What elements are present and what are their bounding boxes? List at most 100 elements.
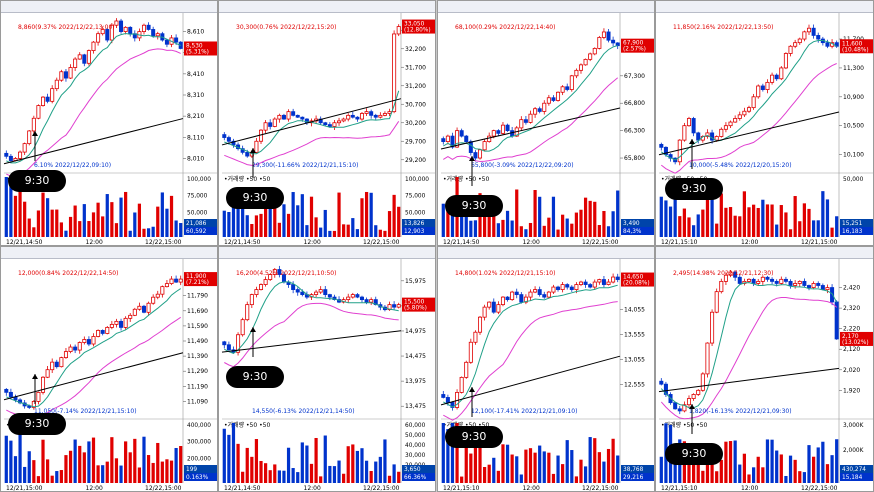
candle[interactable] [226, 137, 231, 142]
candle[interactable] [482, 306, 487, 318]
candle[interactable] [505, 124, 510, 132]
candle[interactable] [770, 278, 775, 282]
candle[interactable] [606, 31, 611, 41]
candle[interactable] [673, 402, 678, 410]
candle[interactable] [268, 122, 273, 127]
candle[interactable] [710, 311, 715, 344]
candle[interactable] [174, 37, 179, 43]
candle[interactable] [677, 408, 682, 412]
candle[interactable] [441, 138, 446, 142]
candle[interactable] [155, 33, 160, 37]
candle[interactable] [382, 113, 387, 116]
candle[interactable] [478, 149, 483, 159]
candle[interactable] [45, 96, 50, 102]
candle[interactable] [77, 342, 82, 351]
candle[interactable] [560, 284, 565, 290]
candle[interactable] [779, 278, 784, 284]
candle[interactable] [231, 140, 236, 146]
candle[interactable] [50, 88, 55, 102]
candle[interactable] [491, 130, 496, 137]
candle[interactable] [249, 294, 254, 306]
candle[interactable] [109, 323, 114, 328]
candle[interactable] [825, 42, 830, 47]
candle[interactable] [263, 122, 268, 131]
candle[interactable] [834, 301, 839, 340]
candle[interactable] [468, 141, 473, 153]
candle[interactable] [459, 130, 464, 137]
candle[interactable] [169, 278, 174, 285]
candle[interactable] [359, 113, 364, 120]
candle[interactable] [574, 69, 579, 77]
candle[interactable] [114, 20, 119, 26]
candle[interactable] [160, 286, 165, 295]
candle[interactable] [686, 118, 692, 127]
candle[interactable] [272, 269, 277, 275]
candle[interactable] [369, 299, 374, 303]
candle[interactable] [542, 294, 547, 298]
candle[interactable] [350, 294, 355, 298]
candle[interactable] [765, 276, 770, 280]
candle[interactable] [760, 276, 765, 282]
candle[interactable] [82, 339, 87, 343]
candle[interactable] [323, 122, 328, 125]
candle[interactable] [91, 41, 96, 51]
candle[interactable] [236, 334, 241, 353]
chart-panel-5[interactable]: •거래량 •50 •5011,79011,69011,59011,49011,3… [0, 246, 218, 492]
candle[interactable] [396, 26, 401, 35]
candle[interactable] [77, 54, 82, 60]
chart-panel-7[interactable]: •거래량 •50 •50 14,055 13,555 13,055 12,555 14,8… [437, 246, 655, 492]
candle[interactable] [105, 327, 110, 334]
candle[interactable] [254, 289, 259, 295]
candle[interactable] [496, 304, 501, 313]
candle[interactable] [793, 283, 798, 286]
candle[interactable] [597, 37, 602, 49]
candle[interactable] [723, 274, 728, 282]
candle[interactable] [8, 155, 13, 161]
candle[interactable] [86, 339, 91, 345]
candle[interactable] [128, 314, 133, 319]
candle[interactable] [245, 151, 250, 157]
candle[interactable] [268, 274, 273, 280]
candle[interactable] [696, 132, 701, 141]
candle[interactable] [677, 139, 682, 163]
candle[interactable] [350, 114, 355, 118]
candle[interactable] [663, 383, 668, 395]
candle[interactable] [327, 294, 332, 298]
candle[interactable] [286, 111, 291, 120]
candle[interactable] [737, 114, 742, 119]
chart-panel-1[interactable]: •거래량 •50 •508,6108,5108,4108,3108,2108,1… [0, 0, 218, 246]
candle[interactable] [300, 116, 305, 120]
candle[interactable] [281, 114, 286, 120]
candle[interactable] [464, 361, 469, 378]
candle[interactable] [59, 357, 64, 368]
candle[interactable] [164, 39, 169, 45]
candle[interactable] [31, 117, 36, 132]
candle[interactable] [533, 289, 538, 293]
candle[interactable] [765, 81, 770, 90]
chart-panel-4[interactable]: •거래량 •50 •5011,70011,30010,90010,50010,1… [655, 0, 874, 246]
candle[interactable] [4, 152, 9, 157]
candle[interactable] [114, 320, 119, 325]
candle[interactable] [392, 33, 397, 113]
candle[interactable] [50, 361, 55, 371]
candle[interactable] [100, 330, 105, 334]
candle[interactable] [583, 58, 588, 66]
candle[interactable] [682, 404, 687, 412]
candle[interactable] [73, 58, 78, 68]
candle[interactable] [659, 143, 664, 148]
candle[interactable] [528, 113, 533, 123]
candle[interactable] [109, 24, 114, 41]
candle[interactable] [164, 283, 169, 288]
candle[interactable] [27, 130, 32, 145]
candle[interactable] [615, 276, 620, 280]
candle[interactable] [337, 120, 342, 124]
candle[interactable] [378, 114, 383, 118]
candle[interactable] [569, 75, 574, 90]
candle[interactable] [41, 96, 46, 106]
candle[interactable] [830, 287, 835, 303]
candle[interactable] [606, 281, 611, 285]
candle[interactable] [123, 317, 128, 328]
candle[interactable] [450, 402, 455, 408]
candle[interactable] [100, 29, 105, 35]
candle[interactable] [263, 279, 268, 285]
